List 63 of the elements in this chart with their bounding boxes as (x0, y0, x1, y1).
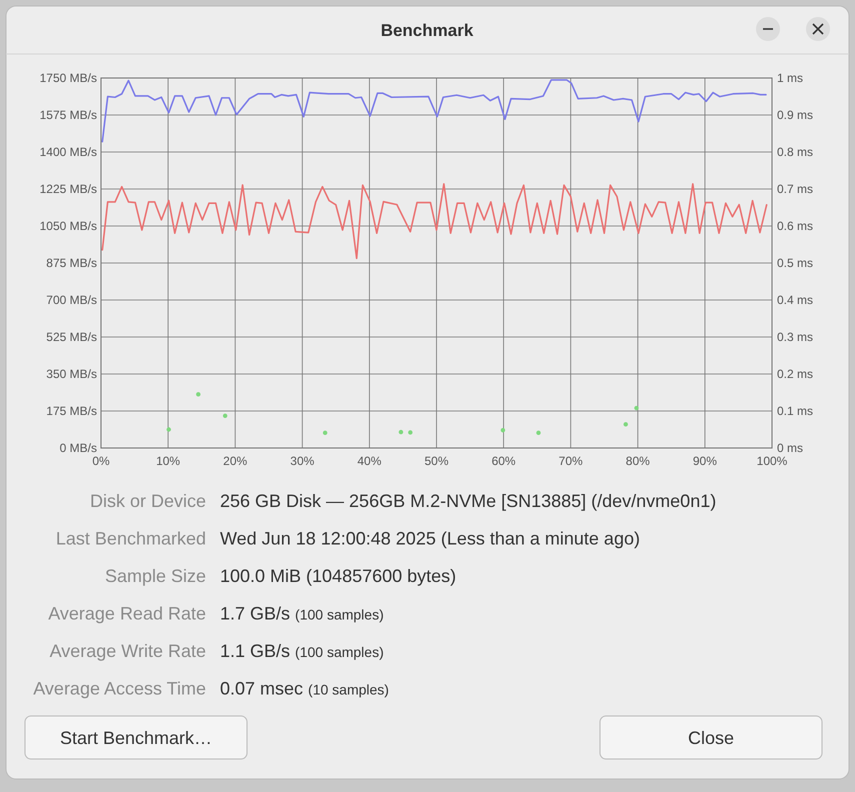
text: Average Access Time (33, 678, 206, 698)
y2-tick-label: 0.7 ms (777, 182, 814, 196)
point (166, 427, 171, 432)
y-tick-label: 1575 MB/s (40, 108, 97, 122)
point (222, 414, 228, 418)
point (536, 430, 541, 436)
y-tick-label: 350 MB/s (46, 367, 97, 381)
text: Disk or Device (90, 491, 206, 511)
text: Average Write Rate (50, 641, 206, 661)
y-tick-label: 700 MB/s (46, 293, 97, 307)
y2-tick-label: 0.1 ms (777, 404, 814, 418)
y-tick-label: 525 MB/s (46, 330, 97, 344)
y2-tick-label: 0.4 ms (777, 293, 814, 307)
y2-tick-label: 0.9 ms (777, 108, 814, 122)
x-tick-label: 40% (357, 454, 382, 468)
line-series (102, 79, 767, 142)
x-tick-label: 100% (756, 454, 788, 468)
line-series (102, 183, 768, 260)
y-tick-label: 875 MB/s (46, 256, 97, 270)
text: (10 samples) (308, 682, 389, 698)
y-tick-label: 175 MB/s (46, 404, 97, 418)
text: Start Benchmark… (60, 728, 212, 748)
x-tick-label: 20% (223, 454, 248, 468)
point (196, 392, 200, 397)
text: (100 samples) (295, 644, 384, 660)
x-tick-label: 80% (626, 454, 650, 468)
text: 1.1 GB/s (220, 641, 290, 661)
y-tick-label: 1050 MB/s (40, 219, 97, 233)
text: 100.0 MiB (104857600 bytes) (220, 566, 456, 586)
y-tick-label: 0 MB/s (60, 441, 97, 455)
chart-title: Benchmark (380, 21, 474, 40)
text: Last Benchmarked (56, 528, 206, 548)
x-tick-label: 0% (92, 454, 110, 468)
point (398, 430, 404, 434)
point (634, 406, 639, 410)
x-tick-label: 50% (424, 454, 449, 468)
y-tick-label: 1750 MB/s (40, 71, 97, 85)
x-tick-label: 70% (558, 454, 584, 468)
text: Sample Size (104, 566, 206, 586)
y2-tick-label: 0.5 ms (777, 256, 814, 270)
y2-tick-label: 0 ms (777, 441, 804, 455)
y2-tick-label: 0.6 ms (777, 219, 814, 233)
point (408, 430, 413, 435)
y2-tick-label: 0.3 ms (777, 330, 814, 344)
text: 0.07 msec (220, 678, 304, 698)
y2-tick-label: 0.2 ms (777, 367, 814, 381)
text: Average Read Rate (48, 604, 206, 624)
text: Close (688, 728, 734, 748)
text: 256 GB Disk — 256GB M.2-NVMe [SN13885] (/dev/nvme0n1) (220, 491, 716, 511)
x-tick-label: 90% (692, 454, 718, 468)
text: (100 samples) (295, 606, 384, 622)
point (500, 428, 506, 432)
point (322, 430, 328, 436)
y-tick-label: 1225 MB/s (40, 182, 97, 196)
y2-tick-label: 1 ms (777, 71, 804, 85)
text: 1.7 GB/s (220, 604, 290, 624)
point (624, 422, 628, 427)
text: Wed Jun 18 12:00:48 2025 (Less than a minute ago) (220, 528, 640, 548)
x-tick-label: 60% (492, 454, 516, 468)
y2-tick-label: 0.8 ms (777, 145, 814, 159)
x-tick-label: 30% (290, 454, 315, 468)
x-tick-label: 10% (156, 454, 180, 468)
y-tick-label: 1400 MB/s (40, 145, 97, 159)
